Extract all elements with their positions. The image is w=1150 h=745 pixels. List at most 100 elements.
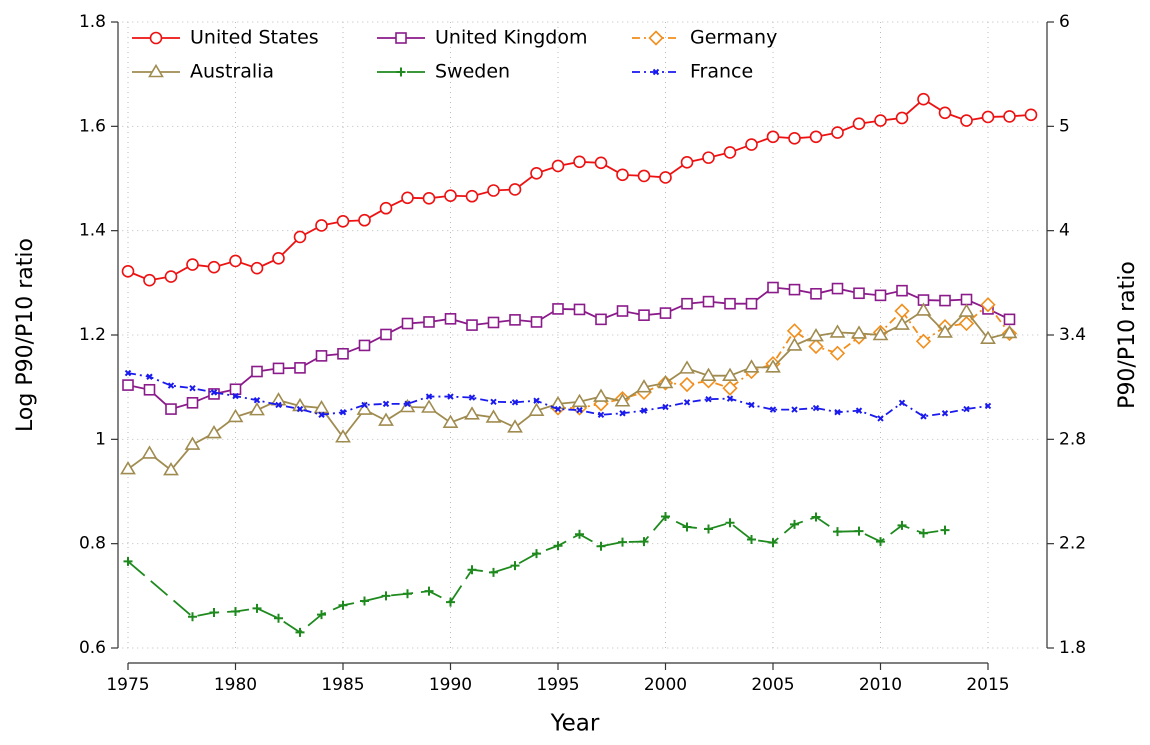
marker bbox=[487, 316, 500, 329]
marker bbox=[530, 316, 543, 328]
legend-label: France bbox=[690, 61, 753, 83]
marker bbox=[124, 369, 132, 377]
marker bbox=[253, 397, 261, 404]
marker bbox=[378, 412, 394, 426]
marker bbox=[510, 561, 520, 571]
marker bbox=[361, 401, 368, 409]
marker bbox=[683, 399, 691, 406]
legend-item: Germany bbox=[632, 27, 777, 49]
marker bbox=[404, 400, 411, 408]
x-tick-label: 2005 bbox=[751, 675, 794, 695]
marker bbox=[229, 383, 242, 396]
x-tick-label: 2015 bbox=[966, 675, 1009, 695]
marker bbox=[726, 395, 734, 402]
marker bbox=[575, 529, 584, 539]
x-tick-label: 1990 bbox=[429, 675, 472, 695]
marker bbox=[636, 379, 652, 393]
marker bbox=[275, 401, 282, 409]
marker bbox=[424, 586, 434, 596]
marker bbox=[209, 608, 219, 618]
marker bbox=[210, 389, 218, 396]
marker bbox=[121, 265, 135, 278]
marker bbox=[960, 114, 973, 127]
marker bbox=[380, 328, 392, 341]
marker bbox=[723, 146, 737, 159]
marker bbox=[467, 565, 477, 575]
marker bbox=[937, 324, 953, 338]
marker bbox=[146, 373, 153, 380]
marker bbox=[724, 297, 736, 310]
y2-tick-label: 5 bbox=[1059, 116, 1070, 136]
marker bbox=[810, 287, 822, 300]
legend-item: France bbox=[632, 61, 753, 83]
marker bbox=[337, 347, 349, 360]
marker bbox=[553, 541, 563, 551]
marker bbox=[657, 374, 674, 389]
legend-item: United States bbox=[132, 27, 319, 49]
marker bbox=[811, 512, 821, 522]
marker bbox=[812, 404, 820, 412]
marker bbox=[532, 549, 541, 559]
marker bbox=[898, 399, 906, 407]
marker bbox=[490, 398, 497, 405]
marker bbox=[786, 323, 803, 339]
marker bbox=[227, 408, 244, 423]
marker bbox=[872, 326, 889, 341]
marker bbox=[207, 260, 221, 274]
marker bbox=[468, 394, 476, 401]
marker bbox=[232, 392, 239, 400]
marker bbox=[339, 408, 347, 416]
marker bbox=[700, 367, 717, 381]
marker bbox=[745, 138, 758, 151]
marker bbox=[442, 414, 459, 428]
marker bbox=[571, 393, 588, 408]
legend-item: Australia bbox=[132, 61, 274, 83]
marker bbox=[745, 297, 758, 310]
marker bbox=[938, 106, 952, 120]
marker bbox=[915, 333, 932, 349]
y-tick-label: 1.6 bbox=[79, 116, 106, 136]
marker bbox=[272, 252, 285, 265]
marker bbox=[551, 159, 565, 173]
marker bbox=[980, 297, 996, 313]
marker bbox=[533, 397, 540, 404]
marker bbox=[447, 393, 454, 400]
marker bbox=[725, 518, 735, 528]
marker bbox=[122, 379, 134, 391]
marker bbox=[748, 401, 755, 409]
marker bbox=[489, 567, 498, 577]
marker bbox=[356, 401, 373, 415]
marker bbox=[767, 281, 779, 294]
marker bbox=[1024, 108, 1038, 122]
marker bbox=[874, 114, 887, 127]
marker bbox=[876, 537, 885, 547]
marker bbox=[249, 402, 265, 416]
marker bbox=[637, 169, 651, 183]
marker bbox=[576, 406, 583, 414]
y2-tick-label: 2.2 bbox=[1059, 534, 1086, 554]
legend-marker bbox=[148, 63, 164, 78]
marker bbox=[1003, 110, 1016, 123]
marker bbox=[639, 537, 649, 547]
legend-marker bbox=[396, 67, 406, 77]
legend-label: Germany bbox=[690, 27, 777, 49]
marker bbox=[920, 413, 927, 420]
y2-axis-title: P90/P10 ratio bbox=[1115, 261, 1140, 409]
marker bbox=[702, 151, 715, 164]
series-line bbox=[127, 515, 946, 634]
marker bbox=[165, 403, 177, 415]
marker bbox=[595, 313, 607, 326]
legend-marker bbox=[648, 30, 664, 46]
marker bbox=[186, 397, 199, 409]
y-tick-label: 0.6 bbox=[79, 638, 106, 658]
marker bbox=[123, 556, 133, 566]
marker bbox=[679, 376, 695, 393]
marker bbox=[618, 537, 627, 547]
marker bbox=[829, 324, 846, 338]
marker bbox=[252, 603, 262, 613]
marker bbox=[596, 541, 606, 551]
marker bbox=[829, 345, 846, 361]
marker bbox=[206, 425, 222, 439]
marker bbox=[855, 407, 863, 414]
x-tick-label: 2010 bbox=[859, 675, 902, 695]
